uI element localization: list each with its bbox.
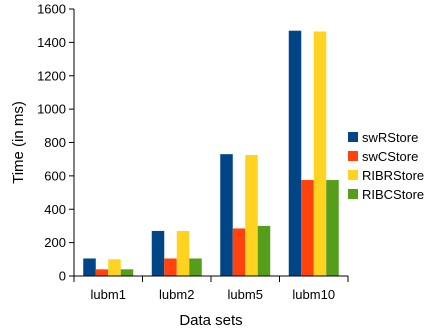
legend-swatch-swCStore [348, 151, 358, 161]
legend-swatch-RIBRStore [348, 170, 358, 180]
bar-RIBRStore-lubm5 [245, 155, 258, 276]
legend-label-RIBCStore: RIBCStore [362, 187, 424, 202]
bar-swRStore-lubm2 [151, 230, 165, 276]
y-tick-label: 200 [44, 235, 66, 250]
bar-swRStore-lubm1 [83, 258, 96, 276]
legend-label-swCStore: swCStore [362, 149, 418, 164]
y-tick-label: 600 [44, 168, 66, 183]
bar-swRStore-lubm5 [220, 154, 233, 276]
y-axis-title: Time (in ms) [10, 101, 27, 184]
legend-swatch-RIBCStore [348, 189, 358, 199]
x-tick-label: lubm2 [159, 287, 194, 302]
bar-swCStore-lubm10 [301, 180, 314, 276]
legend: swRStore swCStore RIBRStore RIBCStore [348, 130, 424, 202]
bar-RIBRStore-lubm10 [313, 31, 327, 277]
x-tick-label: lubm5 [228, 287, 263, 302]
bar-RIBCStore-lubm1 [120, 269, 134, 276]
y-tick-label: 1000 [37, 102, 66, 117]
y-tick-label: 1400 [37, 35, 66, 50]
y-tick-label: 0 [59, 269, 66, 284]
bar-series [83, 30, 339, 277]
y-axis-ticks: 0 200 400 600 800 1000 1200 1400 1600 [37, 2, 74, 284]
y-tick-label: 1200 [37, 68, 66, 83]
x-axis-ticks: lubm1 lubm2 lubm5 lubm10 [73, 276, 349, 302]
y-tick-label: 1600 [37, 2, 66, 17]
bar-RIBCStore-lubm10 [326, 180, 339, 276]
y-tick-label: 800 [44, 135, 66, 150]
legend-label-swRStore: swRStore [362, 130, 418, 145]
bar-RIBCStore-lubm5 [257, 225, 271, 276]
bar-swCStore-lubm2 [164, 258, 177, 276]
bar-swCStore-lubm1 [95, 269, 109, 276]
bar-RIBRStore-lubm1 [108, 259, 121, 276]
bar-RIBRStore-lubm2 [176, 230, 190, 276]
x-tick-label: lubm1 [91, 287, 126, 302]
x-tick-label: lubm10 [292, 287, 335, 302]
bar-swRStore-lubm10 [288, 30, 302, 276]
legend-label-RIBRStore: RIBRStore [362, 168, 424, 183]
bar-swCStore-lubm5 [232, 228, 246, 276]
y-tick-label: 400 [44, 202, 66, 217]
legend-swatch-swRStore [348, 132, 358, 142]
x-axis-title: Data sets [179, 312, 242, 329]
bar-RIBCStore-lubm2 [189, 258, 202, 276]
